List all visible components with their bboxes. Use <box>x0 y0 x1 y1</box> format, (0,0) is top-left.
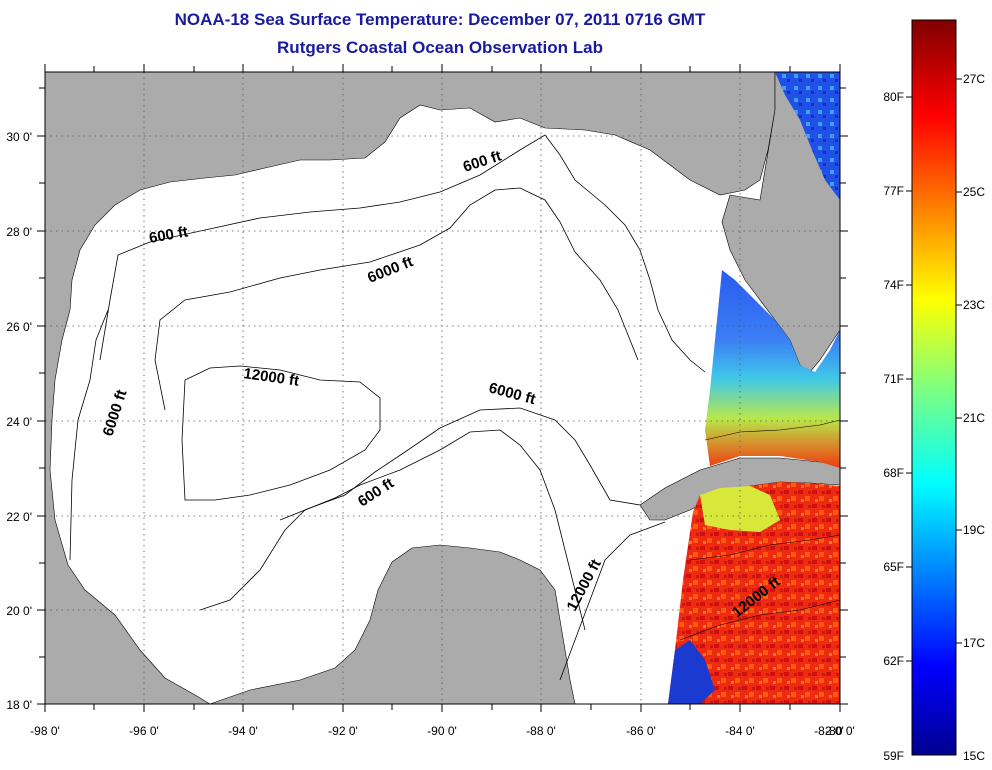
lon-label: -94 0' <box>228 724 258 738</box>
colorbar-f-label: 80F <box>883 90 904 104</box>
latitude-labels: 18 0' 20 0' 22 0' 24 0' 26 0' 28 0' 30 0… <box>6 130 32 712</box>
colorbar-f-label: 62F <box>883 654 904 668</box>
map-subtitle: Rutgers Coastal Ocean Observation Lab <box>277 38 603 57</box>
colorbar-c-label: 15C <box>963 749 985 763</box>
lon-label: -88 0' <box>526 724 556 738</box>
lat-label: 24 0' <box>6 415 32 429</box>
land-north-west <box>45 72 776 704</box>
sst-swath-east <box>775 72 840 200</box>
colorbar-c-label: 17C <box>963 636 985 650</box>
colorbar-c-label: 27C <box>963 72 985 86</box>
lat-label: 26 0' <box>6 320 32 334</box>
colorbar-f-label: 77F <box>883 184 904 198</box>
colorbar-c-label: 21C <box>963 411 985 425</box>
colorbar-fahrenheit-labels: 80F 77F 74F 71F 68F 65F 62F 59F <box>883 90 904 763</box>
colorbar-f-label: 74F <box>883 278 904 292</box>
colorbar-c-label: 19C <box>963 523 985 537</box>
contour-label: 600 ft <box>148 223 190 247</box>
land-yucatan <box>209 544 576 704</box>
lat-label: 22 0' <box>6 510 32 524</box>
colorbar-celsius-labels: 27C 25C 23C 21C 19C 17C 15C <box>963 72 985 763</box>
contour-6000ft-west <box>154 187 639 411</box>
axis-ticks <box>37 64 848 712</box>
colorbar-c-label: 23C <box>963 298 985 312</box>
contour-sst-region <box>679 419 840 641</box>
lat-label: 18 0' <box>6 698 32 712</box>
longitude-labels: -98 0' -96 0' -94 0' -92 0' -90 0' -88 0… <box>30 724 855 738</box>
lon-label: -84 0' <box>725 724 755 738</box>
lon-label: -86 0' <box>626 724 656 738</box>
lon-label: -82 0' <box>814 724 844 738</box>
contour-600ft-south <box>199 429 586 631</box>
lon-label: -96 0' <box>129 724 159 738</box>
sst-swath-north <box>705 270 840 468</box>
lon-label: -98 0' <box>30 724 60 738</box>
lat-label: 28 0' <box>6 225 32 239</box>
contour-12000ft-east <box>559 521 666 681</box>
lon-label: -92 0' <box>328 724 358 738</box>
colorbar-f-label: 71F <box>883 372 904 386</box>
contour-6000ft-south <box>279 407 641 521</box>
colorbar <box>911 19 957 756</box>
colorbar-c-label: 25C <box>963 185 985 199</box>
sst-swath-south <box>668 482 840 704</box>
lat-label: 20 0' <box>6 604 32 618</box>
colorbar-f-label: 59F <box>883 749 904 763</box>
sst-swath-south-yellow <box>700 486 780 532</box>
contour-12000ft <box>181 365 381 501</box>
lat-lon-grid <box>45 72 840 704</box>
colorbar-ticks <box>906 78 962 662</box>
contour-600ft-north <box>99 134 706 373</box>
colorbar-f-label: 65F <box>883 560 904 574</box>
colorbar-f-label: 68F <box>883 466 904 480</box>
contour-6000ft-outer <box>69 309 109 561</box>
lat-label: 30 0' <box>6 130 32 144</box>
map-title: NOAA-18 Sea Surface Temperature: Decembe… <box>174 10 706 29</box>
sst-swath-south-blue <box>668 640 715 704</box>
lon-label: -90 0' <box>427 724 457 738</box>
lon-label: -80 0' <box>825 724 855 738</box>
